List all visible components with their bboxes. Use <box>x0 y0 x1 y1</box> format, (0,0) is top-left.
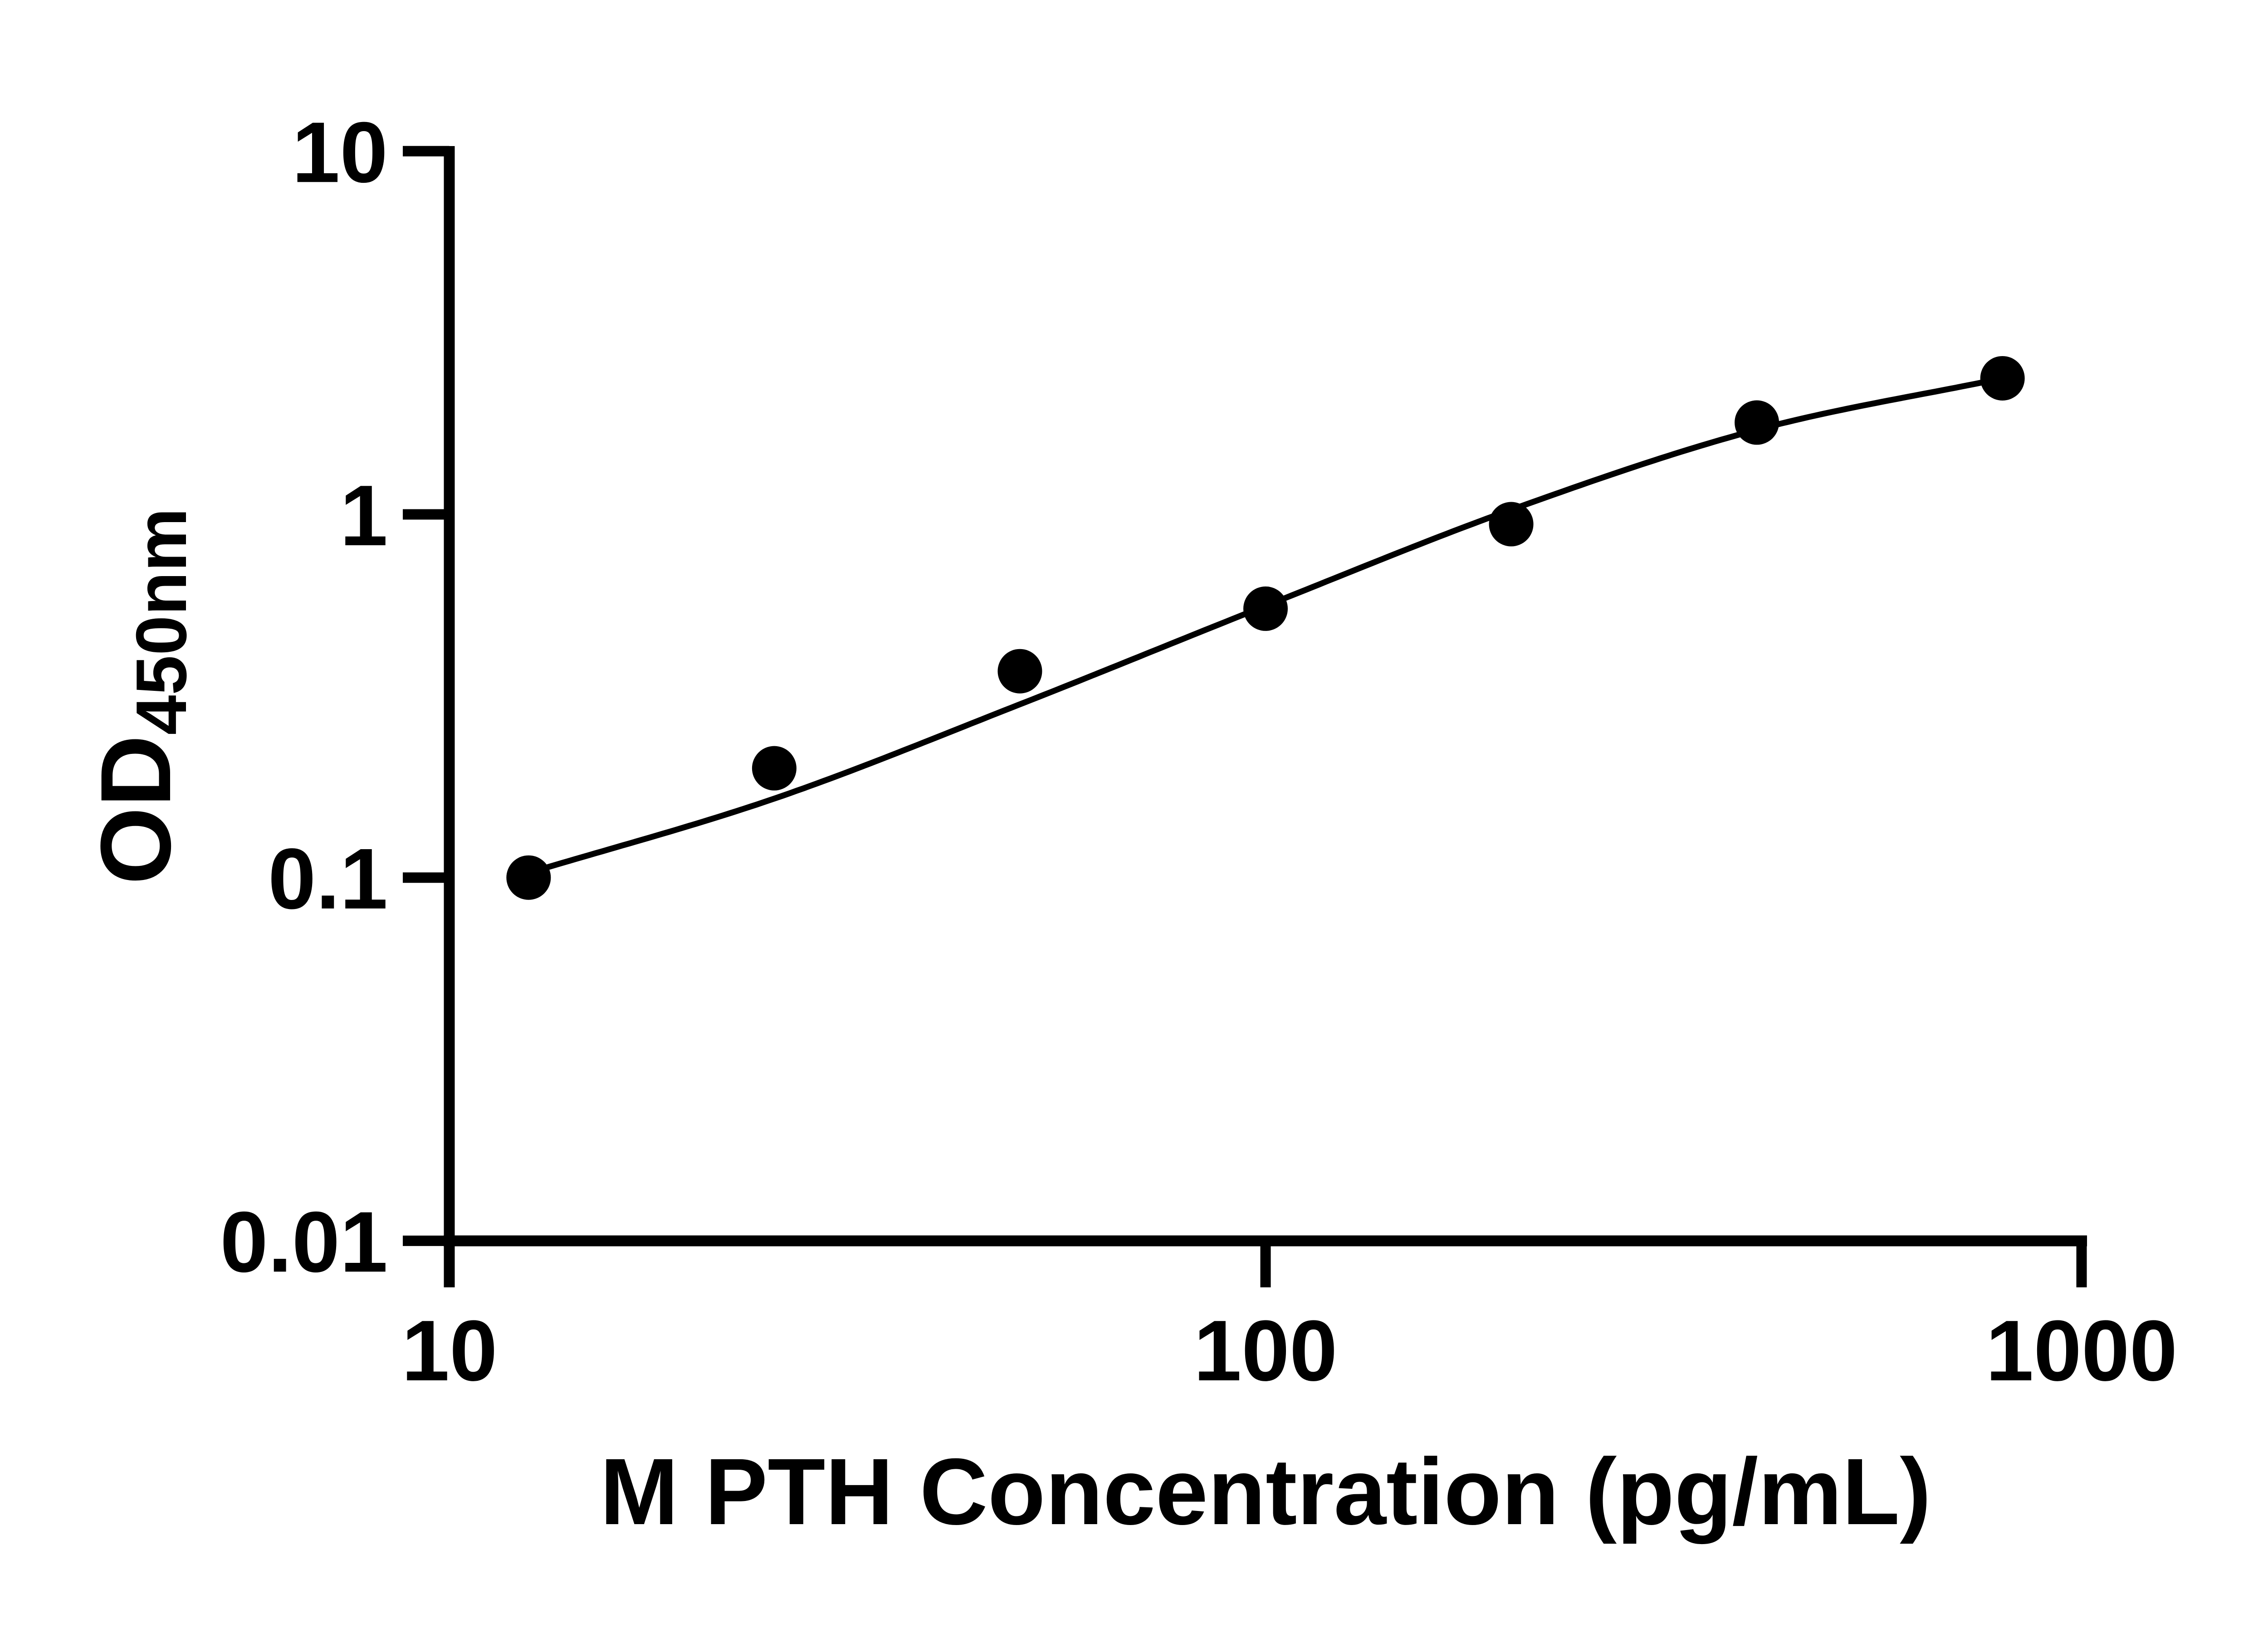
x-tick-label: 10 <box>401 1303 497 1399</box>
y-tick-label: 0.01 <box>220 1194 388 1290</box>
x-axis-title: M PTH Concentration (pg/mL) <box>600 1439 1931 1545</box>
y-axis-title-subscript: 450nm <box>122 508 201 735</box>
y-axis-title-main: OD <box>80 735 191 885</box>
data-point-marker <box>1980 356 2025 401</box>
y-tick-label: 1 <box>340 468 388 564</box>
data-point-marker <box>1735 400 1779 445</box>
data-point-marker <box>752 746 797 791</box>
axes-layer <box>403 146 2087 1287</box>
y-tick-label: 10 <box>292 104 388 200</box>
data-point-marker <box>1489 502 1534 547</box>
x-tick-label: 1000 <box>1986 1303 2178 1399</box>
data-point-marker <box>506 855 551 900</box>
x-tick-label: 100 <box>1193 1303 1337 1399</box>
data-point-marker <box>1243 586 1288 631</box>
data-point-marker <box>997 649 1042 694</box>
series-layer <box>506 356 2025 900</box>
y-tick-label: 0.1 <box>268 831 388 927</box>
y-axis-title: OD450nm <box>80 508 201 885</box>
